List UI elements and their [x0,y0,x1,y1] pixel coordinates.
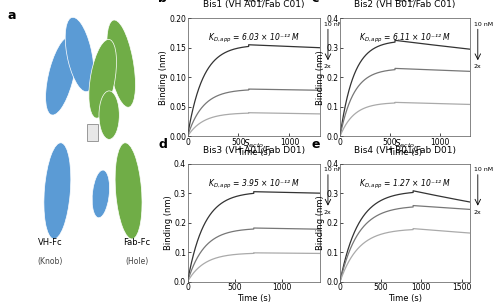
Text: 2x: 2x [474,210,482,215]
Text: 2x: 2x [474,64,482,69]
Ellipse shape [65,17,94,92]
Text: $K_{D,app}$ = 1.27 × 10⁻¹² M: $K_{D,app}$ = 1.27 × 10⁻¹² M [359,178,451,191]
Text: (Hole): (Hole) [126,257,148,266]
Title: Bis3 (VH A01/Fab D01): Bis3 (VH A01/Fab D01) [202,145,305,155]
Text: $S_{ecto}$: $S_{ecto}$ [394,138,415,150]
Text: 10 nM: 10 nM [474,167,493,172]
Text: a: a [8,9,16,22]
Y-axis label: Binding (nm): Binding (nm) [164,195,172,250]
Ellipse shape [44,143,71,239]
Text: Fab-Fc: Fab-Fc [124,238,150,248]
Ellipse shape [107,20,136,107]
Text: $K_{D,app}$ = 6.03 × 10⁻¹² M: $K_{D,app}$ = 6.03 × 10⁻¹² M [208,32,300,45]
Y-axis label: Binding (nm): Binding (nm) [316,50,325,105]
X-axis label: Time (s): Time (s) [237,294,271,303]
Text: $K_{D,app}$ = 3.95 × 10⁻¹² M: $K_{D,app}$ = 3.95 × 10⁻¹² M [208,178,300,191]
Text: (Knob): (Knob) [38,257,62,266]
Text: d: d [158,138,167,151]
Text: 2x: 2x [324,64,332,69]
X-axis label: Time (s): Time (s) [388,294,422,303]
Text: $S_{ecto}$: $S_{ecto}$ [394,0,415,5]
Text: 2x: 2x [324,210,332,215]
Ellipse shape [89,39,117,118]
FancyBboxPatch shape [86,124,99,141]
Text: 10 nM: 10 nM [324,167,343,172]
Text: $S_{ecto}$: $S_{ecto}$ [243,0,264,5]
Title: Bis2 (VH B01/Fab C01): Bis2 (VH B01/Fab C01) [354,0,456,9]
Y-axis label: Binding (nm): Binding (nm) [316,195,325,250]
Text: 10 nM: 10 nM [474,22,493,27]
Title: Bis1 (VH A01/Fab C01): Bis1 (VH A01/Fab C01) [203,0,304,9]
Text: VH-Fc: VH-Fc [38,238,62,248]
Y-axis label: Binding (nm): Binding (nm) [158,50,168,105]
Text: b: b [158,0,167,5]
Text: c: c [312,0,319,5]
Text: $S_{ecto}$: $S_{ecto}$ [243,138,264,150]
Ellipse shape [115,143,142,239]
X-axis label: Time (s): Time (s) [237,148,271,157]
Ellipse shape [92,170,110,218]
Text: 10 nM: 10 nM [324,22,343,27]
Ellipse shape [46,36,76,115]
Text: e: e [312,138,320,151]
Title: Bis4 (VH B01/Fab D01): Bis4 (VH B01/Fab D01) [354,145,456,155]
X-axis label: Time (s): Time (s) [388,148,422,157]
Text: $K_{D,app}$ = 6.11 × 10⁻¹² M: $K_{D,app}$ = 6.11 × 10⁻¹² M [359,32,451,45]
Ellipse shape [99,91,119,139]
